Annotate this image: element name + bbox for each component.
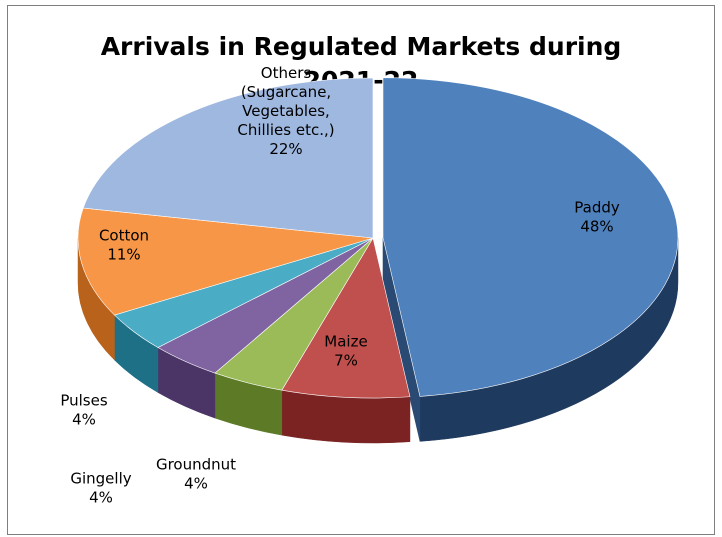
pie-labels: Paddy 48%Maize 7%Groundnut 4%Gingelly 4%Puls… — [60, 64, 620, 507]
data-label-cotton-line-1: Cotton — [99, 227, 149, 245]
pie-sides — [77, 237, 679, 444]
pie-side-maize — [281, 389, 411, 444]
pie-slice-cotton — [77, 207, 374, 316]
data-label-maize: Maize 7% — [324, 333, 367, 370]
data-label-others: Others (Sugarcane, Vegetables, Chillies etc… — [237, 64, 334, 158]
pie-slice-maize — [281, 237, 411, 399]
data-label-others-line-1: Others — [261, 64, 312, 82]
data-label-others-line-4: Chillies etc.,) — [237, 121, 334, 139]
data-label-cotton: Cotton 11% — [99, 227, 149, 264]
data-label-pulses: Pulses 4% — [60, 392, 107, 429]
data-label-groundnut-line-2: 4% — [184, 475, 208, 493]
data-label-gingelly: Gingelly 4% — [70, 470, 131, 507]
data-label-gingelly-line-1: Gingelly — [70, 470, 131, 488]
data-label-cotton-line-2: 11% — [107, 246, 140, 264]
data-label-paddy-line-1: Paddy — [574, 199, 620, 217]
pie-slice-paddy — [382, 77, 679, 397]
chart-title-line-1: Arrivals in Regulated Markets during — [100, 32, 622, 61]
pie-slices — [77, 77, 679, 399]
data-label-others-line-2: (Sugarcane, — [241, 83, 331, 101]
data-label-pulses-line-1: Pulses — [60, 392, 107, 410]
data-label-groundnut-line-1: Groundnut — [156, 456, 236, 474]
data-label-maize-line-2: 7% — [334, 352, 358, 370]
data-label-others-line-3: Vegetables, — [242, 102, 330, 120]
data-label-maize-line-1: Maize — [324, 333, 367, 351]
data-label-paddy: Paddy 48% — [574, 199, 620, 236]
data-label-pulses-line-2: 4% — [72, 411, 96, 429]
data-label-groundnut: Groundnut 4% — [156, 456, 236, 493]
data-label-paddy-line-2: 48% — [580, 218, 613, 236]
data-label-others-line-5: 22% — [269, 140, 302, 158]
pie-slice-others — [82, 77, 374, 239]
data-label-gingelly-line-2: 4% — [89, 489, 113, 507]
